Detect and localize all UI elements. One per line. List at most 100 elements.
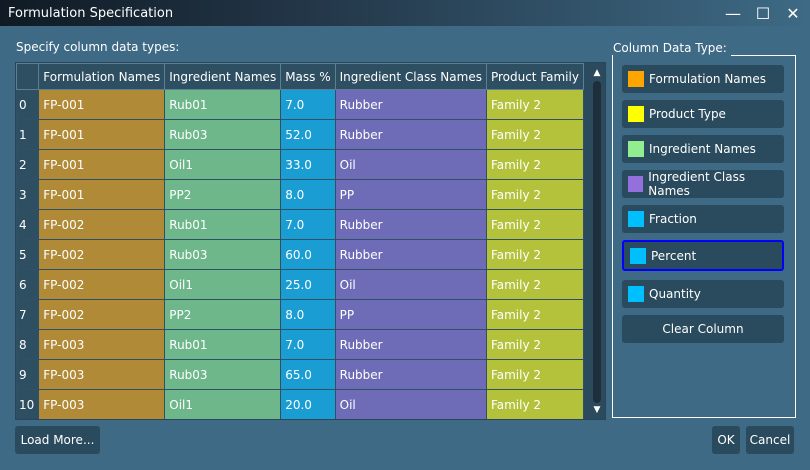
- table-cell[interactable]: PP2: [164, 179, 282, 210]
- table-cell[interactable]: Rub03: [164, 239, 282, 270]
- table-cell[interactable]: [17, 420, 39, 421]
- table-cell[interactable]: FP-001: [38, 89, 166, 120]
- table-cell[interactable]: PP: [334, 299, 487, 330]
- table-cell[interactable]: Family 2: [485, 179, 584, 210]
- clear-column-button[interactable]: Clear Column: [622, 315, 784, 343]
- table-row[interactable]: 4 FP-002 Rub01 7.0 Rubber Family 2: [16, 209, 584, 240]
- table-cell[interactable]: FP-001: [38, 179, 166, 210]
- table-cell[interactable]: Rubber: [334, 239, 487, 270]
- table-cell[interactable]: Oil1: [164, 389, 282, 419]
- table-cell[interactable]: Family 2: [485, 209, 584, 240]
- table-cell[interactable]: Oil: [334, 149, 487, 180]
- table-cell[interactable]: Family 2: [485, 149, 584, 180]
- load-more-button[interactable]: Load More...: [15, 426, 100, 454]
- table-cell[interactable]: PP: [334, 179, 487, 210]
- table-cell[interactable]: 25.0: [280, 269, 336, 300]
- row-index[interactable]: 6: [16, 269, 40, 300]
- table-cell[interactable]: 8.0: [280, 299, 336, 330]
- row-index[interactable]: 7: [16, 299, 40, 330]
- type-button-ingredient-names[interactable]: Ingredient Names: [622, 135, 784, 163]
- minimize-icon[interactable]: —: [725, 3, 741, 23]
- maximize-icon[interactable]: ☐: [755, 3, 771, 23]
- table-cell[interactable]: Oil: [334, 389, 487, 419]
- table-cell[interactable]: Family 2: [485, 269, 584, 300]
- close-icon[interactable]: ✕: [786, 3, 800, 23]
- table-cell[interactable]: Rub01: [164, 209, 282, 240]
- table-row[interactable]: 6 FP-002 Oil1 25.0 Oil Family 2: [16, 269, 584, 300]
- table-row[interactable]: 9 FP-003 Rub03 65.0 Rubber Family 2: [16, 359, 584, 390]
- table-row[interactable]: 8 FP-003 Rub01 7.0 Rubber Family 2: [16, 329, 584, 360]
- type-button-formulation-names[interactable]: Formulation Names: [622, 65, 784, 93]
- table-row[interactable]: 10 FP-003 Oil1 20.0 Oil Family 2: [16, 389, 584, 419]
- row-index[interactable]: 2: [16, 149, 40, 180]
- row-index[interactable]: 5: [16, 239, 40, 270]
- table-cell[interactable]: 7.0: [280, 209, 336, 240]
- data-grid[interactable]: Formulation Names Ingredient Names Mass % I…: [15, 62, 606, 420]
- table-cell[interactable]: 33.0: [280, 149, 336, 180]
- table-cell[interactable]: 7.0: [280, 329, 336, 360]
- table-cell[interactable]: Rubber: [334, 209, 487, 240]
- scroll-down-icon[interactable]: ▼: [593, 405, 601, 415]
- table-cell[interactable]: Rubber: [334, 329, 487, 360]
- table-cell[interactable]: PP2: [164, 299, 282, 330]
- table-cell[interactable]: FP-001: [38, 149, 166, 180]
- table-cell[interactable]: Family 2: [485, 119, 584, 150]
- type-button-product-type[interactable]: Product Type: [622, 100, 784, 128]
- row-index[interactable]: 3: [16, 179, 40, 210]
- corner-header[interactable]: [16, 63, 40, 90]
- table-row[interactable]: 0 FP-001 Rub01 7.0 Rubber Family 2: [16, 89, 584, 120]
- ok-button[interactable]: OK: [712, 426, 740, 454]
- type-button-ingredient-class-names[interactable]: Ingredient Class Names: [622, 170, 784, 198]
- table-cell[interactable]: FP-002: [38, 269, 166, 300]
- row-index[interactable]: 4: [16, 209, 40, 240]
- table-cell[interactable]: [486, 420, 583, 421]
- table-cell[interactable]: Rubber: [334, 89, 487, 120]
- type-button-percent[interactable]: Percent: [622, 240, 784, 271]
- table-cell[interactable]: Family 2: [485, 239, 584, 270]
- table-cell[interactable]: Rub01: [164, 329, 282, 360]
- column-header[interactable]: Mass %: [280, 63, 336, 90]
- type-button-quantity[interactable]: Quantity: [622, 280, 784, 308]
- table-cell[interactable]: 7.0: [280, 89, 336, 120]
- table-cell[interactable]: Family 2: [485, 299, 584, 330]
- column-header[interactable]: Ingredient Names: [164, 63, 282, 90]
- row-index[interactable]: 9: [16, 359, 40, 390]
- row-index[interactable]: 8: [16, 329, 40, 360]
- column-header[interactable]: Ingredient Class Names: [334, 63, 487, 90]
- table-cell[interactable]: FP-002: [38, 209, 166, 240]
- table-cell[interactable]: Oil1: [164, 149, 282, 180]
- table-cell[interactable]: [281, 420, 335, 421]
- table-cell[interactable]: Family 2: [485, 359, 584, 390]
- scroll-thumb[interactable]: [593, 81, 601, 403]
- table-cell[interactable]: Rubber: [334, 119, 487, 150]
- table-cell[interactable]: Rub03: [164, 119, 282, 150]
- column-header[interactable]: Formulation Names: [38, 63, 166, 90]
- table-cell[interactable]: FP-003: [38, 389, 166, 419]
- table-cell[interactable]: FP-001: [38, 119, 166, 150]
- table-cell[interactable]: Family 2: [485, 329, 584, 360]
- table-row[interactable]: 3 FP-001 PP2 8.0 PP Family 2: [16, 179, 584, 210]
- table-cell[interactable]: FP-003: [38, 359, 166, 390]
- row-index[interactable]: 10: [16, 389, 40, 419]
- table-cell[interactable]: Family 2: [485, 389, 584, 419]
- vertical-scrollbar[interactable]: ▲ ▼: [590, 68, 604, 416]
- table-cell[interactable]: FP-002: [38, 299, 166, 330]
- table-row[interactable]: 1 FP-001 Rub03 52.0 Rubber Family 2: [16, 119, 584, 150]
- table-cell[interactable]: 52.0: [280, 119, 336, 150]
- table-cell[interactable]: Rub01: [164, 89, 282, 120]
- table-cell[interactable]: Oil: [334, 269, 487, 300]
- row-index[interactable]: 1: [16, 119, 40, 150]
- row-index[interactable]: 0: [16, 89, 40, 120]
- cancel-button[interactable]: Cancel: [746, 426, 794, 454]
- table-row[interactable]: 5 FP-002 Rub03 60.0 Rubber Family 2: [16, 239, 584, 270]
- table-cell[interactable]: Oil1: [164, 269, 282, 300]
- table-cell[interactable]: FP-002: [38, 239, 166, 270]
- scroll-up-icon[interactable]: ▲: [593, 68, 601, 78]
- table-cell[interactable]: 60.0: [280, 239, 336, 270]
- table-cell[interactable]: 8.0: [280, 179, 336, 210]
- type-button-fraction[interactable]: Fraction: [622, 205, 784, 233]
- column-header[interactable]: Product Family: [485, 63, 584, 90]
- table-cell[interactable]: FP-003: [38, 329, 166, 360]
- table-cell[interactable]: [39, 420, 165, 421]
- table-row[interactable]: 2 FP-001 Oil1 33.0 Oil Family 2: [16, 149, 584, 180]
